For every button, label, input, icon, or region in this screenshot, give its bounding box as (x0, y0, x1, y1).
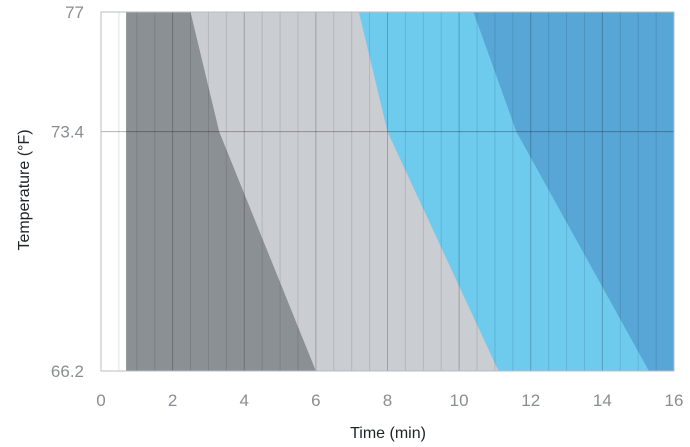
x-axis-label: Time (min) (350, 425, 426, 442)
y-tick-label: 77 (65, 3, 84, 22)
y-tick-label: 73.4 (51, 123, 84, 142)
y-axis-label: Temperature (°F) (16, 129, 33, 250)
band-4 (473, 12, 674, 371)
x-tick-label: 0 (96, 391, 105, 410)
x-tick-label: 16 (665, 391, 684, 410)
plot-frame (100, 11, 675, 372)
x-tick-label: 12 (521, 391, 540, 410)
x-tick-label: 8 (383, 391, 392, 410)
grid-layer (100, 11, 675, 372)
x-tick-label: 14 (593, 391, 612, 410)
x-tick-label: 4 (240, 391, 249, 410)
band-layer (126, 12, 675, 371)
y-tick-labels: 66.2 73.4 77 (51, 3, 84, 381)
x-tick-labels: 0 2 4 6 8 10 12 14 16 (96, 391, 683, 410)
x-tick-label: 6 (311, 391, 320, 410)
x-tick-label: 2 (168, 391, 177, 410)
y-tick-label: 66.2 (51, 362, 84, 381)
x-tick-label: 10 (450, 391, 469, 410)
